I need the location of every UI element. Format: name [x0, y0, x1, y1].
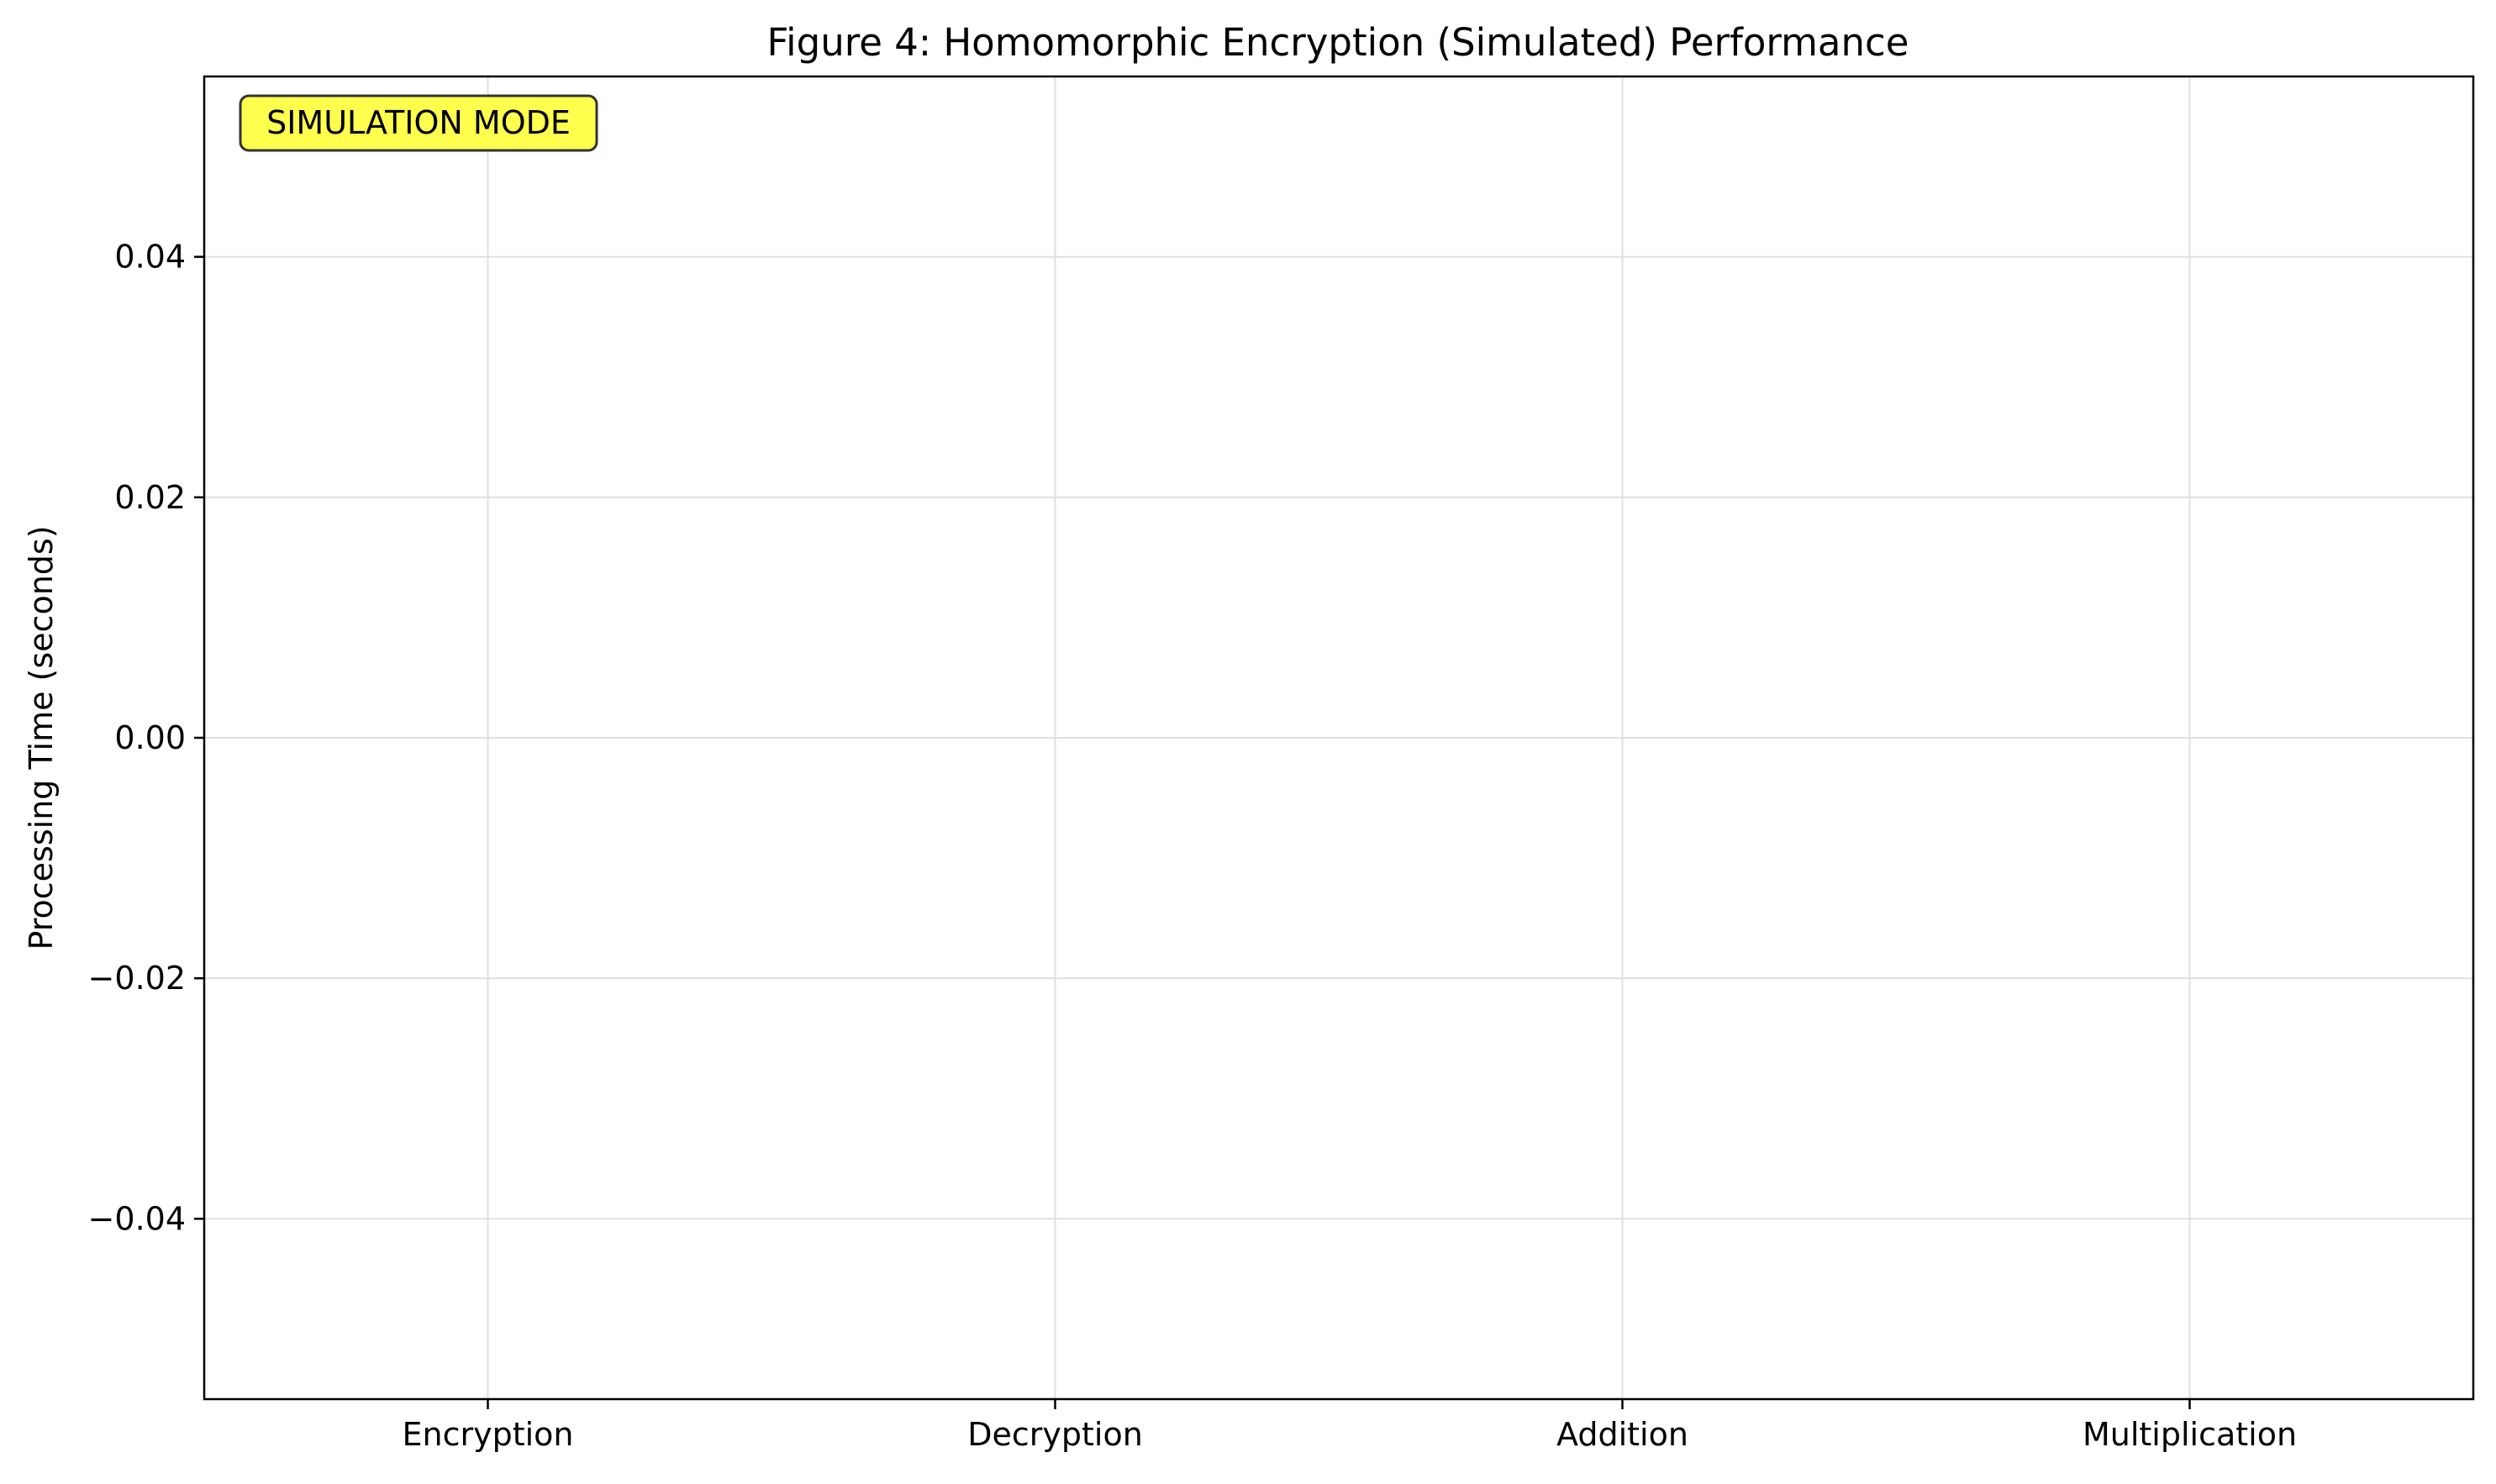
- y-tick-label: −0.04: [88, 1200, 186, 1237]
- y-axis-ticks: −0.04 −0.02 0.00 0.02 0.04: [88, 239, 204, 1237]
- x-tick-label: Decryption: [967, 1416, 1143, 1453]
- chart-title: Figure 4: Homomorphic Encryption (Simula…: [767, 20, 1909, 65]
- simulation-badge-label: SIMULATION MODE: [266, 104, 571, 141]
- y-tick-label: −0.02: [88, 960, 186, 997]
- grid-layer: [204, 76, 2473, 1399]
- y-tick-label: 0.00: [114, 719, 186, 756]
- y-tick-label: 0.04: [114, 239, 186, 276]
- simulation-badge: SIMULATION MODE: [239, 94, 598, 152]
- x-tick-label: Encryption: [402, 1416, 573, 1453]
- y-tick-label: 0.02: [114, 479, 186, 516]
- x-tick-label: Multiplication: [2083, 1416, 2297, 1453]
- simulation-badge-box: [239, 94, 598, 152]
- plot-area: −0.04 −0.02 0.00 0.02 0.04 Encryption Decrypt…: [88, 75, 2475, 1453]
- x-tick-label: Addition: [1556, 1416, 1688, 1453]
- x-axis-ticks: Encryption Decryption Addition Multiplicati…: [402, 1399, 2297, 1453]
- y-axis-label: Processing Time (seconds): [23, 525, 60, 950]
